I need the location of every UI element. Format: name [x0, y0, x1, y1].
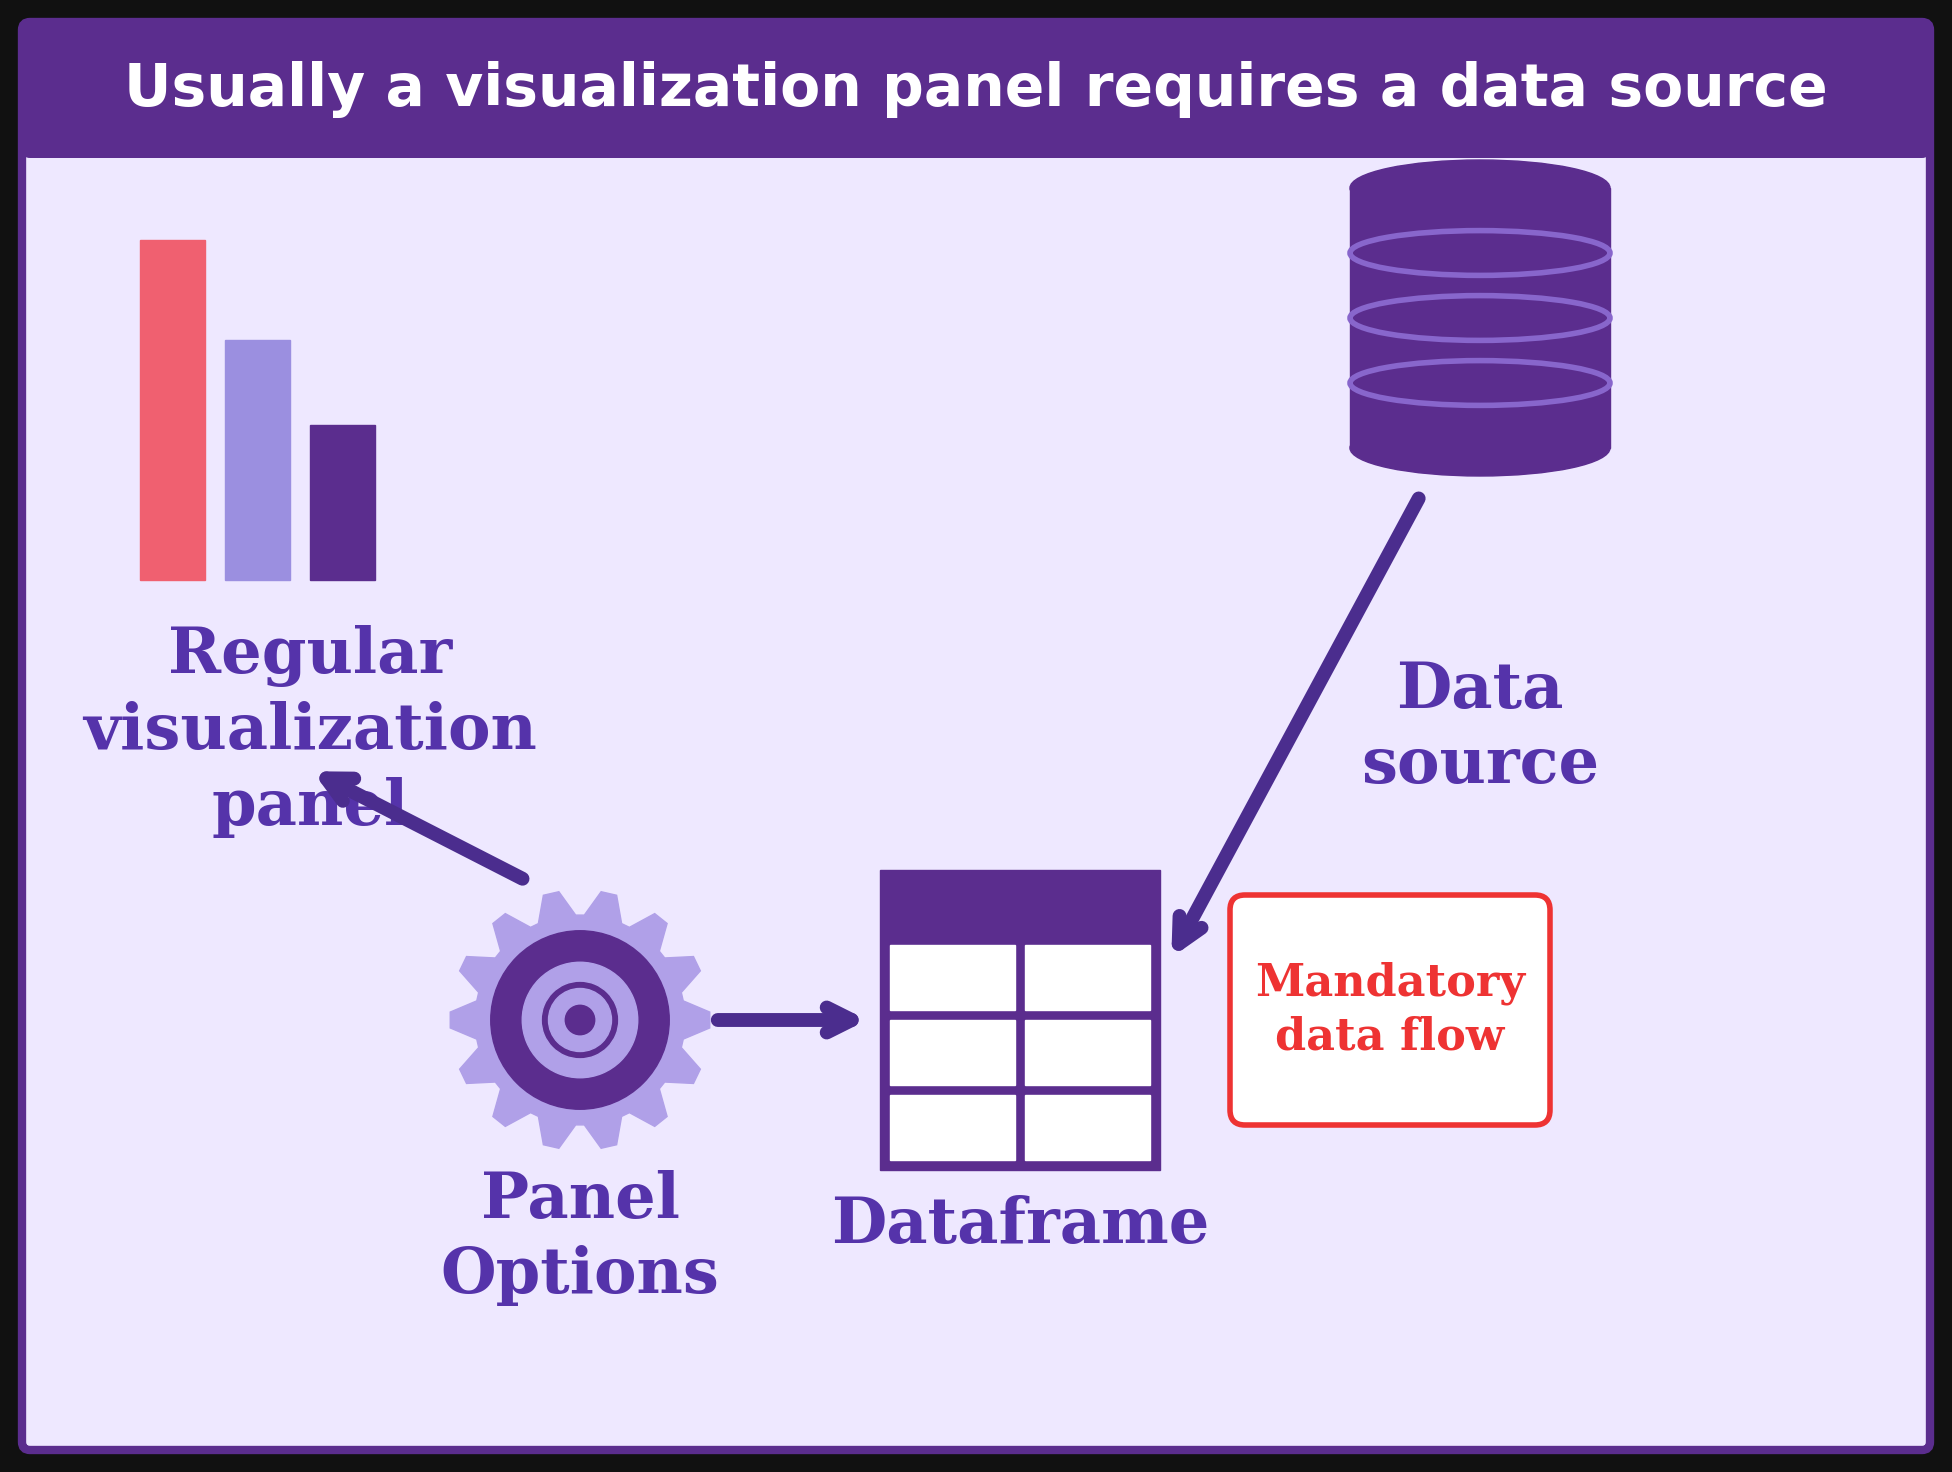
Ellipse shape [1351, 420, 1610, 475]
Ellipse shape [1351, 225, 1610, 281]
Polygon shape [451, 892, 711, 1148]
Text: Mandatory
data flow: Mandatory data flow [1255, 961, 1525, 1058]
Circle shape [566, 1005, 595, 1035]
Text: Usually a visualization panel requires a data source: Usually a visualization panel requires a… [125, 62, 1827, 119]
Bar [310, 425, 375, 580]
Ellipse shape [1351, 160, 1610, 216]
Bar [1025, 1020, 1150, 1085]
Text: Data
source: Data source [1361, 659, 1599, 796]
Bar [1351, 383, 1610, 447]
Bar [37, 130, 1915, 155]
Bar [224, 340, 291, 580]
Ellipse shape [1351, 290, 1610, 346]
FancyBboxPatch shape [21, 22, 1931, 158]
Bar [1351, 253, 1610, 318]
Ellipse shape [1351, 355, 1610, 411]
FancyBboxPatch shape [1230, 895, 1550, 1125]
FancyBboxPatch shape [21, 22, 1931, 1450]
Bar [880, 870, 1159, 1170]
Circle shape [490, 930, 670, 1110]
Bar [890, 1095, 1015, 1160]
Text: Regular
visualization
panel: Regular visualization panel [84, 626, 537, 838]
Bar [1351, 318, 1610, 383]
Circle shape [549, 989, 611, 1051]
Bar [1351, 188, 1610, 253]
Bar [141, 240, 205, 580]
Bar [1025, 945, 1150, 1010]
Text: Dataframe: Dataframe [832, 1195, 1208, 1256]
Bar [1025, 1095, 1150, 1160]
Bar [890, 945, 1015, 1010]
Text: Panel
Options: Panel Options [441, 1170, 720, 1307]
Bar [890, 1020, 1015, 1085]
